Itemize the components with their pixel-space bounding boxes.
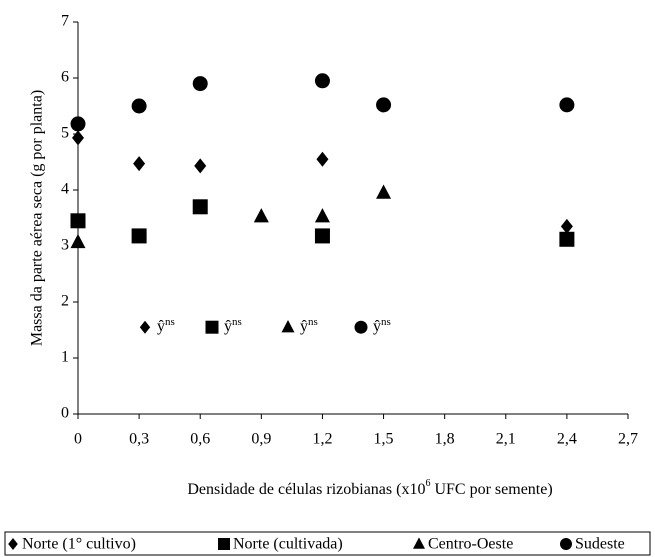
y-tick-label: 3 [61, 237, 69, 254]
y-axis-title: Massa da parte aérea seca (g por planta) [29, 90, 46, 346]
x-axis-title: Densidade de células rizobianas (x106 UF… [187, 478, 552, 497]
fit-label-text: ŷ [157, 318, 165, 335]
fit-label-sup: ns [232, 316, 242, 328]
y-tick-label: 1 [61, 349, 69, 366]
marker-triangle [70, 233, 86, 249]
marker-circle [192, 76, 208, 92]
legend-label: Norte (1° cultivo) [22, 536, 136, 553]
marker-square [192, 199, 208, 215]
y-tick-label: 4 [61, 181, 69, 198]
legend-label: Norte (cultivada) [233, 536, 343, 553]
x-tick-label: 0 [74, 431, 82, 448]
marker-diamond [72, 130, 84, 146]
marker-diamond [139, 320, 151, 334]
marker-square [218, 538, 230, 550]
x-tick-label: 1,8 [435, 431, 455, 448]
x-axis-title-sup: 6 [425, 478, 430, 489]
marker-diamond [133, 156, 146, 172]
marker-circle [560, 538, 572, 550]
x-tick-label: 2,4 [557, 431, 577, 448]
legend-box [4, 531, 651, 556]
fit-label-sup: ns [165, 316, 175, 328]
marker-square [70, 213, 86, 229]
marker-diamond [194, 158, 207, 174]
marker-square [559, 231, 575, 247]
marker-square [314, 228, 330, 244]
fit-label-sup: ns [308, 316, 318, 328]
x-tick-label: 0,3 [129, 431, 149, 448]
fit-label-text: ŷ [373, 318, 381, 335]
marker-triangle [314, 208, 330, 223]
marker-circle [559, 97, 575, 113]
marker-diamond [8, 538, 18, 550]
y-tick-label: 7 [61, 13, 69, 30]
y-tick-label: 2 [61, 293, 69, 310]
fit-label: ŷns [373, 316, 391, 335]
marker-square [131, 228, 147, 244]
fit-label: ŷns [224, 316, 242, 335]
fit-label: ŷns [157, 316, 175, 335]
x-tick-label: 1,5 [374, 431, 394, 448]
x-tick-label: 2,7 [618, 431, 638, 448]
fit-label-text: ŷ [224, 318, 232, 335]
marker-triangle [253, 208, 269, 223]
marker-triangle [281, 320, 295, 333]
fit-label-text: ŷ [300, 318, 308, 335]
fit-label: ŷns [300, 316, 318, 335]
fit-label-sup: ns [381, 316, 391, 328]
marker-square [205, 320, 219, 334]
legend-label: Sudeste [575, 536, 625, 553]
marker-circle [314, 73, 330, 89]
x-tick-label: 1,2 [312, 431, 332, 448]
x-axis-title-text: Densidade de células rizobianas (x10 [187, 481, 425, 498]
marker-triangle [376, 184, 392, 199]
marker-circle [131, 98, 147, 114]
legend-label: Centro-Oeste [428, 536, 513, 553]
x-tick-label: 0,9 [251, 431, 271, 448]
marker-triangle [413, 537, 425, 549]
marker-diamond [560, 218, 573, 234]
y-tick-label: 6 [61, 69, 69, 86]
x-axis-title-after: UFC por semente) [430, 481, 552, 498]
y-tick-label: 5 [61, 125, 69, 142]
marker-circle [70, 116, 86, 132]
marker-circle [376, 97, 392, 113]
marker-circle [354, 320, 368, 334]
y-tick-label: 0 [61, 405, 69, 422]
x-tick-label: 0,6 [190, 431, 210, 448]
marker-diamond [316, 151, 329, 167]
x-tick-label: 2,1 [496, 431, 516, 448]
